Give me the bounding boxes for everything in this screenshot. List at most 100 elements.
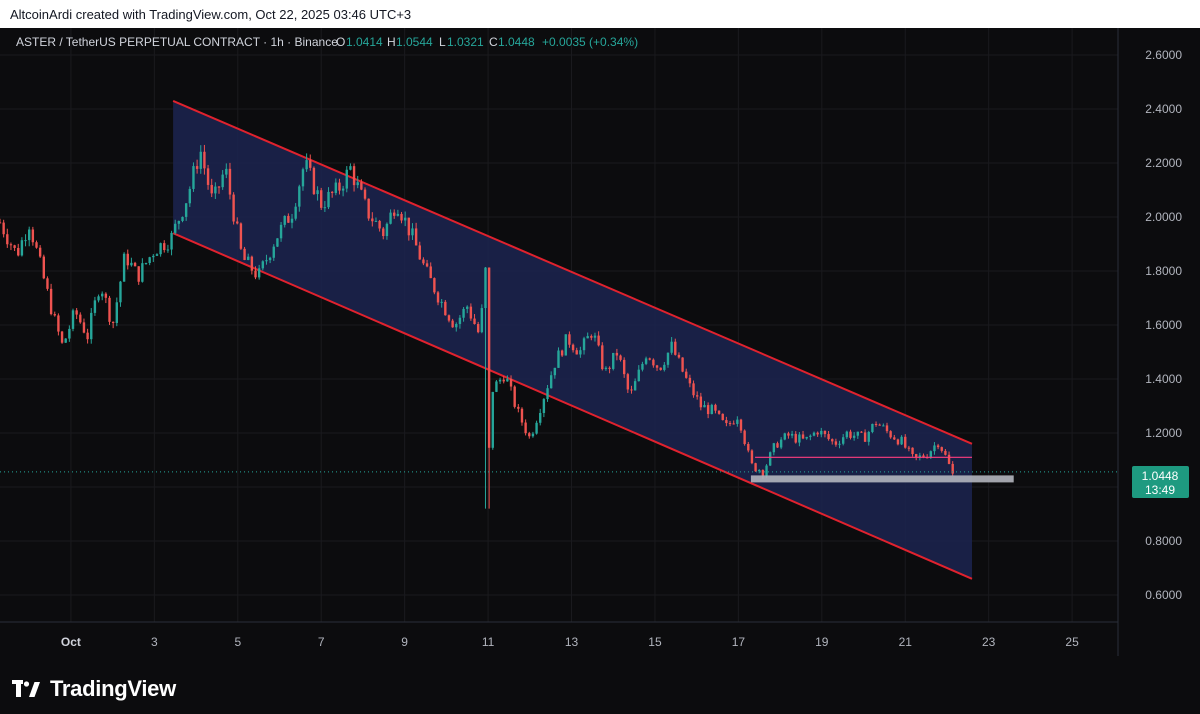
candle-body [20, 240, 24, 256]
candle-body [484, 267, 487, 309]
price-tag-countdown: 13:49 [1145, 483, 1175, 497]
tradingview-logo[interactable]: TradingView [12, 676, 176, 702]
candle-body [6, 234, 9, 245]
candle-body [378, 220, 381, 229]
candle-body [177, 221, 181, 224]
candle-body [272, 246, 275, 258]
candle-body [356, 182, 359, 186]
candle-body [871, 423, 874, 432]
candle-body [663, 364, 666, 370]
candle-body [878, 424, 881, 426]
candle-body [539, 412, 542, 423]
candle-body [677, 354, 681, 358]
candle-body [257, 268, 261, 278]
candle-body [706, 405, 710, 415]
candle-body [914, 454, 918, 458]
candle-body [250, 256, 254, 271]
candle-body [502, 379, 505, 382]
candle-body [535, 422, 538, 434]
candle-body [425, 263, 429, 267]
candle-body [900, 436, 903, 445]
candle-body [520, 408, 524, 423]
candle-body [674, 341, 677, 355]
candle-body [433, 278, 436, 293]
candle-body [893, 437, 896, 440]
candle-body [725, 420, 728, 424]
candle-body [491, 391, 494, 448]
candle-body [637, 369, 640, 382]
y-tick-label: 1.2000 [1145, 426, 1182, 440]
candle-body [221, 174, 224, 188]
candle-body [904, 436, 907, 448]
candle-body [513, 386, 516, 407]
candle-body [184, 203, 188, 217]
candle-body [564, 334, 567, 356]
chart-panel[interactable]: 2.6000 2.4000 2.2000 2.0000 1.8000 1.6000 1.40… [0, 28, 1200, 656]
candle-body [827, 434, 830, 440]
candle-body [911, 447, 914, 455]
candle-body [721, 413, 724, 421]
candle-body [170, 232, 173, 250]
candle-body [130, 262, 133, 266]
x-tick-label: 11 [482, 635, 495, 649]
candle-body [327, 191, 330, 208]
candle-body [455, 323, 458, 328]
candle-body [407, 217, 411, 236]
x-tick-label: 19 [815, 635, 829, 649]
candle-body [626, 374, 630, 390]
candle-body [579, 350, 582, 355]
candle-body [458, 317, 462, 324]
candle-body [593, 335, 597, 338]
candle-body [225, 168, 228, 175]
candle-body [254, 270, 257, 278]
candle-body [936, 445, 940, 448]
candle-body [71, 310, 75, 329]
channel-fill [173, 100, 972, 579]
candle-body [79, 314, 82, 323]
y-tick-label: 2.6000 [1145, 48, 1182, 62]
candle-body [46, 278, 49, 289]
candle-body [214, 186, 217, 194]
candle-body [801, 434, 805, 439]
candle-body [940, 447, 943, 451]
candle-body [152, 255, 155, 258]
x-tick-label: 17 [732, 635, 746, 649]
candle-body [422, 259, 425, 264]
candle-body [882, 425, 885, 427]
candle-body [779, 439, 783, 448]
candle-body [856, 431, 859, 436]
candle-body [217, 186, 221, 188]
candle-body [367, 198, 370, 219]
candle-body [440, 301, 443, 303]
candle-body [144, 263, 148, 265]
candle-body [181, 216, 184, 222]
candle-body [352, 166, 356, 186]
candle-body [166, 249, 170, 251]
candle-body [320, 190, 323, 208]
candle-body [210, 184, 213, 194]
candle-body [104, 293, 108, 298]
candle-body [863, 432, 867, 442]
candle-body [794, 433, 797, 443]
y-tick-label: 2.4000 [1145, 102, 1182, 116]
candle-body [316, 190, 319, 195]
candle-body [586, 336, 589, 339]
candle-body [823, 430, 827, 435]
candle-body [732, 423, 735, 425]
candle-body [64, 338, 67, 343]
y-tick-label: 1.4000 [1145, 372, 1182, 386]
x-tick-label: 13 [565, 635, 579, 649]
candle-body [703, 405, 706, 408]
candle-body [659, 367, 662, 370]
candle-body [301, 169, 305, 187]
candle-body [495, 381, 498, 392]
candle-body [393, 212, 396, 216]
candle-body [192, 166, 195, 189]
candle-body [403, 217, 407, 221]
candle-body [845, 431, 849, 438]
candle-body [790, 433, 794, 436]
candle-body [49, 288, 53, 315]
candle-body [834, 441, 838, 445]
candle-body [652, 359, 655, 366]
price-chart[interactable]: 2.6000 2.4000 2.2000 2.0000 1.8000 1.6000 1.40… [0, 28, 1200, 656]
